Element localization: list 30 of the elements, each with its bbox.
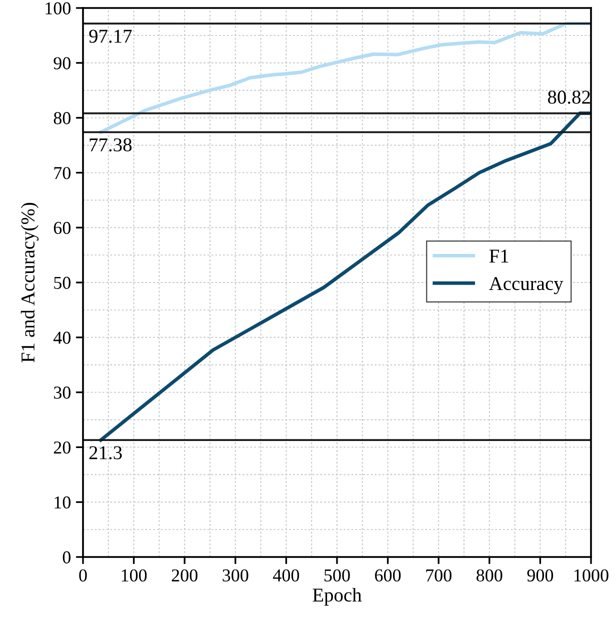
x-tick-label: 900 <box>527 569 554 582</box>
x-tick-label: 800 <box>476 569 502 582</box>
y-tick-label: 80 <box>54 112 71 124</box>
x-tick-label: 1000 <box>574 569 608 582</box>
y-tick-label: 40 <box>53 332 71 344</box>
y-tick-label: 20 <box>54 441 71 454</box>
x-axis-title: Epoch <box>312 588 362 606</box>
y-tick-label: 30 <box>54 386 71 399</box>
x-tick-label: 400 <box>273 569 300 582</box>
y-tick-label: 100 <box>46 2 71 14</box>
y-axis-title: F1 and Accuracy(%) <box>20 202 39 362</box>
y-tick-label: 10 <box>54 496 71 509</box>
legend-label: F1 <box>489 250 508 262</box>
x-tick-label: 100 <box>122 569 147 582</box>
ref-line-label: 97.17 <box>89 30 132 43</box>
y-tick-label: 50 <box>54 276 71 289</box>
x-tick-label: 500 <box>324 569 350 582</box>
ref-line-label: 21.3 <box>89 446 122 460</box>
x-tick-label: 300 <box>222 569 248 582</box>
y-tick-label: 60 <box>54 222 71 234</box>
y-tick-label: 90 <box>54 57 71 70</box>
x-tick-label: 700 <box>426 569 452 582</box>
legend-label: Accuracy <box>489 277 564 294</box>
x-tick-label: 200 <box>172 569 198 582</box>
y-tick-label: 70 <box>54 166 71 180</box>
y-tick-label: 0 <box>62 551 71 564</box>
x-tick-label: 600 <box>375 569 401 582</box>
x-tick-label: 0 <box>79 569 87 582</box>
ref-line-label: 77.38 <box>90 138 132 152</box>
ref-line-label: 80.82 <box>548 90 590 104</box>
